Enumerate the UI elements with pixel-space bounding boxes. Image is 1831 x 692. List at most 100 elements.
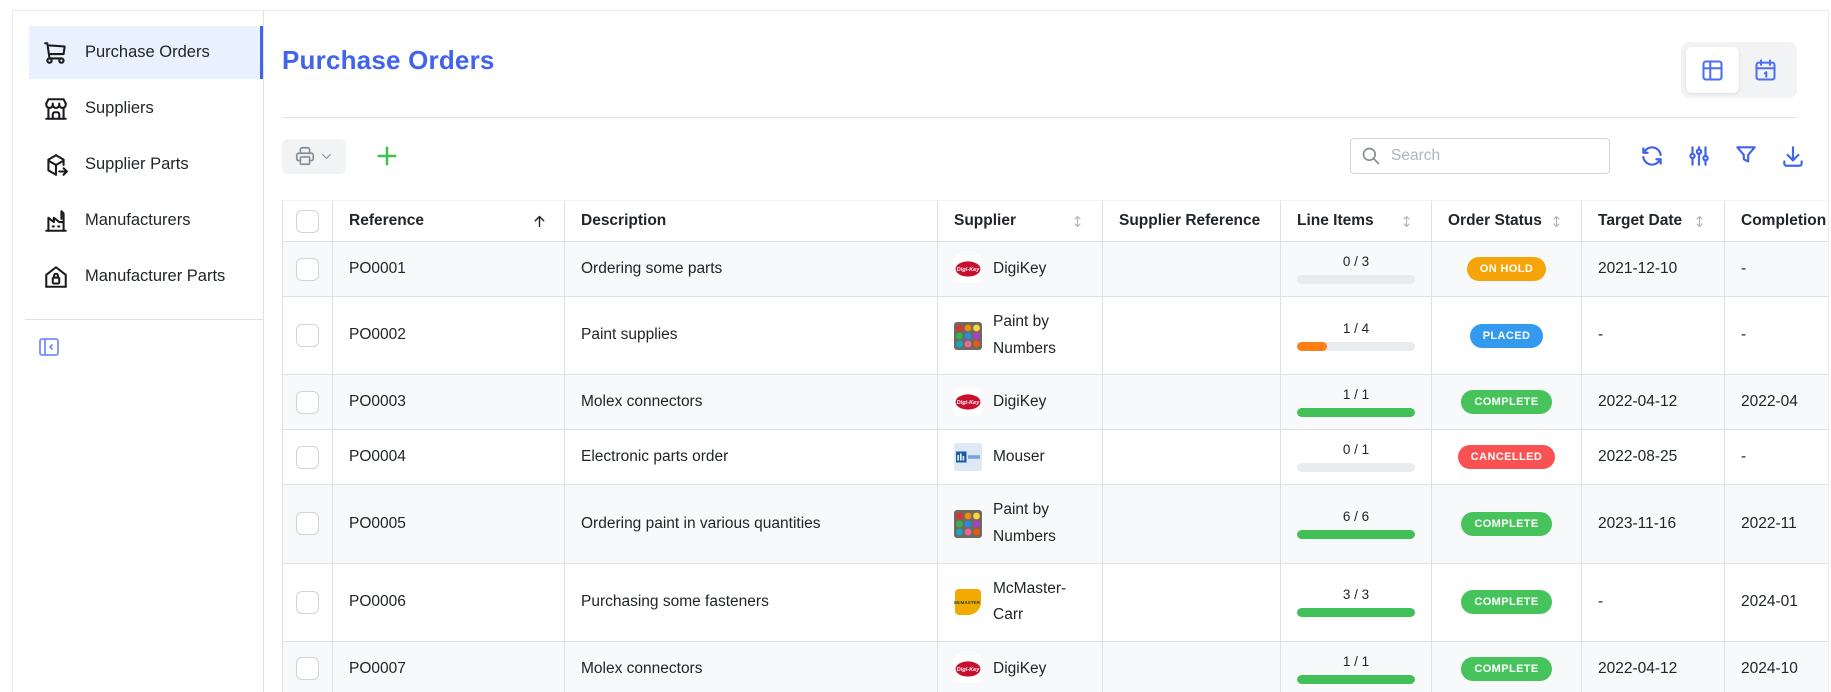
column-header-reference[interactable]: Reference: [333, 200, 565, 242]
svg-text:McMASTER: McMASTER: [954, 600, 980, 605]
table-settings-button[interactable]: [1686, 143, 1712, 169]
sidebar-item-suppliers[interactable]: Suppliers: [29, 82, 263, 135]
app-window: Purchase Orders Suppliers Supplier Parts…: [12, 10, 1829, 692]
line-items-count: 1 / 1: [1342, 653, 1370, 669]
cell-completion-date: 2022-11: [1725, 485, 1828, 564]
column-label: Target Date: [1598, 212, 1683, 229]
search-box: [1350, 138, 1610, 174]
filter-button[interactable]: [1733, 143, 1759, 169]
package-export-icon: [43, 152, 69, 178]
cell-completion-date: -: [1725, 430, 1828, 486]
cell-supplier: Digi-Key DigiKey: [938, 641, 1103, 692]
main-panel: Purchase Orders: [264, 11, 1828, 692]
cell-description: Molex connectors: [565, 641, 938, 692]
cell-reference: PO0001: [333, 242, 565, 297]
table-view-button[interactable]: [1686, 47, 1739, 93]
table-row-PO0006[interactable]: PO0006 Purchasing some fasteners McMASTER M…: [283, 563, 1828, 642]
search-input[interactable]: [1350, 138, 1610, 174]
select-all-checkbox[interactable]: [296, 209, 319, 233]
row-checkbox[interactable]: [296, 324, 319, 348]
line-items-count: 1 / 4: [1342, 320, 1370, 336]
cell-supplier-reference: [1103, 485, 1281, 564]
column-header-line_items[interactable]: Line Items: [1281, 200, 1432, 242]
table-row-PO0001[interactable]: PO0001 Ordering some parts Digi-Key DigiKey…: [283, 242, 1828, 297]
sort-toggle-icon: [1398, 213, 1415, 230]
cell-supplier-reference: [1103, 297, 1281, 376]
digikey-logo: Digi-Key: [954, 654, 982, 683]
sidebar-collapse-button[interactable]: [37, 335, 61, 359]
column-header-order_status[interactable]: Order Status: [1432, 200, 1582, 242]
column-label: Description: [581, 212, 667, 229]
cell-description: Electronic parts order: [565, 430, 938, 486]
table-row-PO0003[interactable]: PO0003 Molex connectors Digi-Key DigiKey 1 /…: [283, 375, 1828, 431]
shopping-cart-icon: [43, 40, 69, 66]
sidebar-item-manufacturer-parts[interactable]: Manufacturer Parts: [29, 250, 263, 303]
refresh-icon: [1642, 146, 1662, 166]
sidebar-item-label: Supplier Parts: [85, 155, 189, 173]
mcmaster-logo: McMASTER: [954, 588, 982, 616]
progress-bar: [1297, 408, 1415, 418]
cell-description: Ordering some parts: [565, 242, 938, 297]
building-lock-icon: [43, 264, 69, 290]
table-row-PO0002[interactable]: PO0002 Paint supplies Paint by Numbers 1 / …: [283, 297, 1828, 376]
cell-supplier-reference: [1103, 242, 1281, 297]
cell-supplier-reference: [1103, 563, 1281, 642]
column-label: Reference: [349, 212, 424, 229]
svg-text:Digi-Key: Digi-Key: [957, 667, 981, 673]
add-purchase-order-button[interactable]: [373, 142, 401, 170]
line-items-count: 3 / 3: [1342, 587, 1370, 603]
print-actions-button[interactable]: [282, 138, 346, 174]
chevron-down-icon: [322, 153, 331, 159]
sidebar: Purchase Orders Suppliers Supplier Parts…: [13, 11, 264, 692]
status-badge: ON HOLD: [1466, 257, 1547, 281]
line-items-count: 1 / 1: [1342, 387, 1370, 403]
table-row-PO0004[interactable]: PO0004 Electronic parts order Mouser 0 / 1 C…: [283, 430, 1828, 486]
cell-line-items: 0 / 1: [1281, 430, 1432, 486]
calendar-view-button[interactable]: [1739, 47, 1792, 93]
cell-description: Paint supplies: [565, 297, 938, 376]
status-badge: COMPLETE: [1461, 511, 1552, 536]
sidebar-item-purchase-orders[interactable]: Purchase Orders: [29, 26, 263, 79]
row-checkbox[interactable]: [296, 512, 319, 536]
cell-supplier: Digi-Key DigiKey: [938, 242, 1103, 297]
cell-order-status: COMPLETE: [1432, 375, 1582, 431]
cell-order-status: PLACED: [1432, 297, 1582, 376]
sidebar-item-supplier-parts[interactable]: Supplier Parts: [29, 138, 263, 191]
cell-line-items: 3 / 3: [1281, 563, 1432, 642]
row-checkbox[interactable]: [296, 257, 319, 281]
sidebar-item-manufacturers[interactable]: Manufacturers: [29, 194, 263, 247]
refresh-button[interactable]: [1639, 143, 1665, 169]
table-row-PO0007[interactable]: PO0007 Molex connectors Digi-Key DigiKey 1 /…: [283, 641, 1828, 692]
cell-completion-date: 2024-01: [1725, 564, 1828, 642]
cell-supplier: Paint by Numbers: [938, 485, 1103, 564]
progress-bar: [1297, 674, 1415, 684]
column-header-completion_date[interactable]: Completion Date: [1725, 200, 1828, 242]
row-checkbox[interactable]: [296, 657, 319, 681]
calendar-view-icon: [1755, 58, 1776, 81]
row-checkbox[interactable]: [296, 390, 319, 414]
cell-description: Molex connectors: [565, 375, 938, 431]
column-header-supplier[interactable]: Supplier: [938, 200, 1103, 242]
sidebar-item-label: Suppliers: [85, 99, 154, 117]
column-header-description: Description: [565, 200, 938, 242]
cell-target-date: 2022-04-12: [1582, 641, 1725, 692]
column-label: Supplier: [954, 212, 1017, 229]
row-checkbox[interactable]: [296, 445, 319, 469]
adjustments-icon: [1689, 146, 1709, 166]
sidebar-divider: [25, 319, 263, 320]
sort-toggle-icon: [1691, 213, 1708, 230]
column-header-target_date[interactable]: Target Date: [1582, 200, 1725, 242]
cell-target-date: 2022-04-12: [1582, 375, 1725, 431]
cell-target-date: -: [1582, 563, 1725, 642]
sort-toggle-icon: [1069, 213, 1086, 230]
line-items-count: 0 / 1: [1342, 442, 1370, 458]
column-header-select[interactable]: [283, 200, 333, 242]
download-button[interactable]: [1780, 143, 1806, 169]
header-divider: [282, 117, 1797, 118]
digikey-logo: Digi-Key: [954, 255, 982, 283]
cell-supplier: Digi-Key DigiKey: [938, 375, 1103, 431]
row-checkbox[interactable]: [296, 590, 319, 614]
factory-icon: [43, 208, 69, 234]
table-row-PO0005[interactable]: PO0005 Ordering paint in various quantiti…: [283, 485, 1828, 564]
page-title: Purchase Orders: [282, 45, 495, 75]
